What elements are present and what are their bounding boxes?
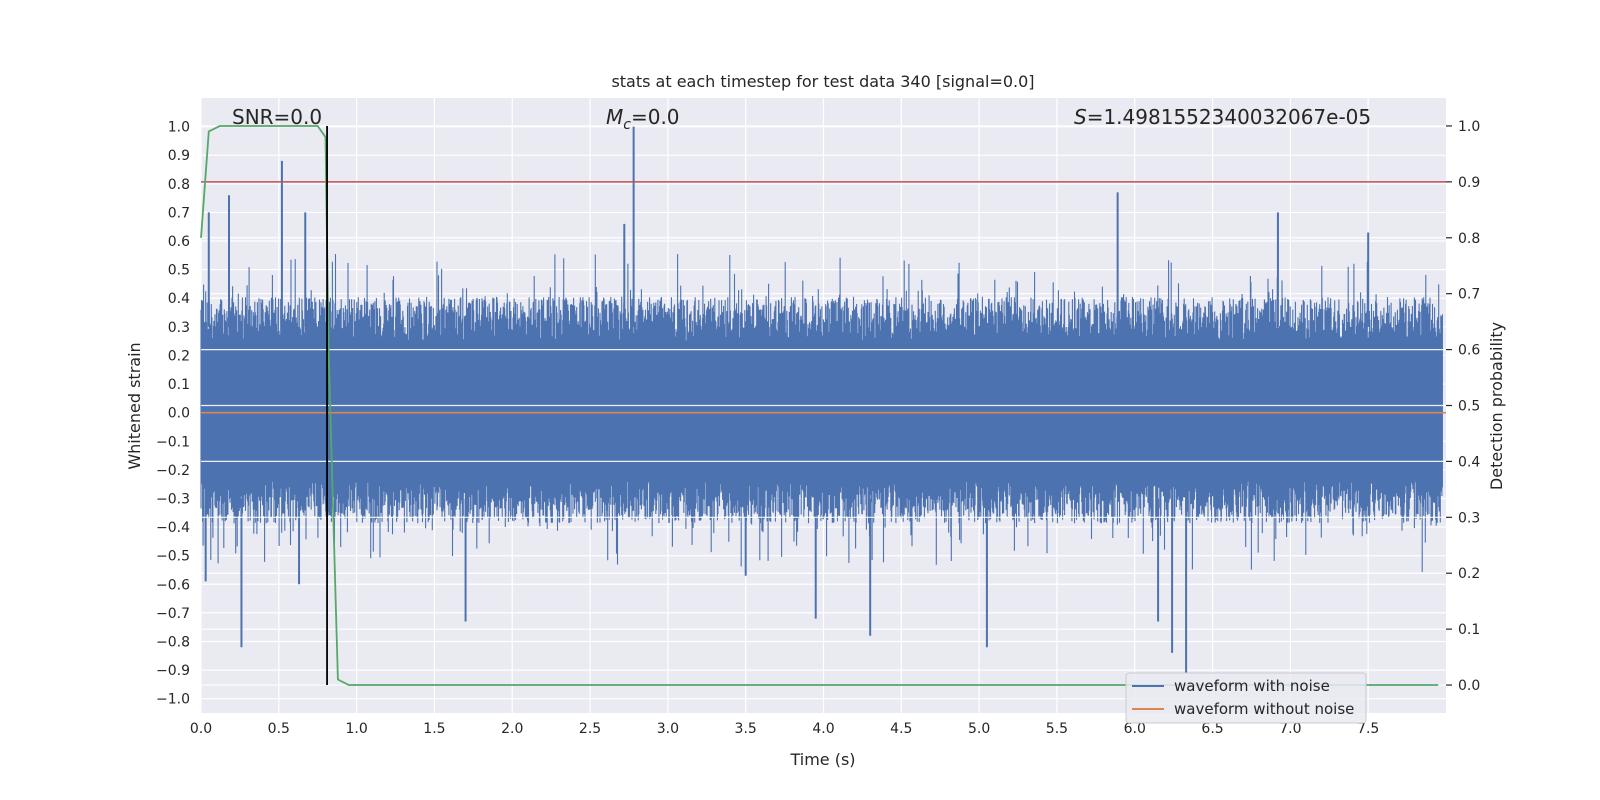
annotation-mc-value: =0.0 xyxy=(631,105,680,129)
y-tick-label: 0.0 xyxy=(168,406,190,422)
annotation-mc: Mc=0.0 xyxy=(606,105,680,133)
x-tick-label: 6.5 xyxy=(1201,721,1223,737)
y-axis-label-right: Detection probability xyxy=(1487,322,1506,490)
y-tick-label: 0.6 xyxy=(168,234,190,250)
y-tick-label: 0.3 xyxy=(168,320,190,336)
y-tick-label: 0.4 xyxy=(168,291,190,307)
x-axis-label: Time (s) xyxy=(789,750,855,769)
y-tick-label: 0.2 xyxy=(168,348,190,364)
y-tick-label-right: 0.8 xyxy=(1458,231,1480,247)
annotation-mc-symbol: M xyxy=(606,105,623,129)
y-tick-label: −0.8 xyxy=(156,634,190,650)
y-tick-label: 0.5 xyxy=(168,263,190,279)
x-tick-label: 4.0 xyxy=(812,721,834,737)
y-tick-label-right: 1.0 xyxy=(1458,119,1480,135)
annotation-snr: SNR=0.0 xyxy=(232,105,322,129)
x-tick-label: 2.5 xyxy=(579,721,601,737)
y-tick-label-right: 0.3 xyxy=(1458,510,1480,526)
detection-probability-line xyxy=(200,125,1439,686)
series-lines xyxy=(200,125,1446,686)
chart-title: stats at each timestep for test data 340… xyxy=(611,72,1034,91)
y-tick-label-right: 0.0 xyxy=(1458,678,1480,694)
annotation-s-value: =1.4981552340032067e-05 xyxy=(1087,105,1371,129)
legend: waveform with noise waveform without noi… xyxy=(1125,672,1367,724)
x-tick-label: 5.0 xyxy=(968,721,990,737)
x-tick-label: 0.5 xyxy=(268,721,290,737)
y-tick-label: −0.1 xyxy=(156,434,190,450)
y-tick-label-right: 0.5 xyxy=(1458,399,1480,415)
noise-core xyxy=(201,349,1442,470)
y-tick-label-right: 0.4 xyxy=(1458,454,1480,470)
y-tick-label: −0.9 xyxy=(156,663,190,679)
x-tick-label: 0.0 xyxy=(190,721,212,737)
axes: 0.0 0.5 1.0 1.5 2.0 2.5 3.0 3.5 4.0 4.5 5.0 5.5 6.0 6… xyxy=(156,119,1480,737)
y-tick-label-right: 0.2 xyxy=(1458,566,1480,582)
y-tick-label-right: 0.6 xyxy=(1458,343,1480,359)
legend-label-waveform-with-noise: waveform with noise xyxy=(1174,677,1330,695)
y-tick-label: −0.6 xyxy=(156,577,190,593)
annotation-s-symbol: S xyxy=(1074,105,1087,129)
x-tick-label: 7.0 xyxy=(1279,721,1301,737)
y-tick-label: −0.5 xyxy=(156,549,190,565)
x-tick-label: 3.5 xyxy=(735,721,757,737)
y-tick-label: 0.9 xyxy=(168,148,190,164)
x-tick-label: 5.5 xyxy=(1046,721,1068,737)
x-tick-label: 4.5 xyxy=(890,721,912,737)
y-tick-label: 0.7 xyxy=(168,205,190,221)
x-tick-label: 1.5 xyxy=(423,721,445,737)
y-tick-label: 0.8 xyxy=(168,177,190,193)
y-tick-label: −0.4 xyxy=(156,520,190,536)
y-tick-label: −1.0 xyxy=(156,692,190,708)
y-tick-label: −0.7 xyxy=(156,606,190,622)
y-tick-label-right: 0.1 xyxy=(1458,622,1480,638)
legend-label-waveform-without-noise: waveform without noise xyxy=(1174,700,1354,718)
y-tick-label-right: 0.9 xyxy=(1458,175,1480,191)
y-tick-label-right: 0.7 xyxy=(1458,287,1480,303)
y-tick-label: 0.1 xyxy=(168,377,190,393)
series-waveform-with-noise xyxy=(200,126,1446,673)
x-tick-label: 2.0 xyxy=(501,721,523,737)
annotation-mc-subscript: c xyxy=(623,117,631,133)
y-tick-label: −0.2 xyxy=(156,463,190,479)
x-tick-label: 1.0 xyxy=(345,721,367,737)
y-axis-label: Whitened strain xyxy=(125,342,144,469)
x-tick-label: 7.5 xyxy=(1357,721,1379,737)
annotation-s: S=1.4981552340032067e-05 xyxy=(1074,105,1371,129)
y-tick-label: −0.3 xyxy=(156,491,190,507)
legend-box xyxy=(1125,672,1367,724)
x-tick-label: 6.0 xyxy=(1124,721,1146,737)
x-tick-label: 3.0 xyxy=(657,721,679,737)
y-tick-label: 1.0 xyxy=(168,120,190,136)
